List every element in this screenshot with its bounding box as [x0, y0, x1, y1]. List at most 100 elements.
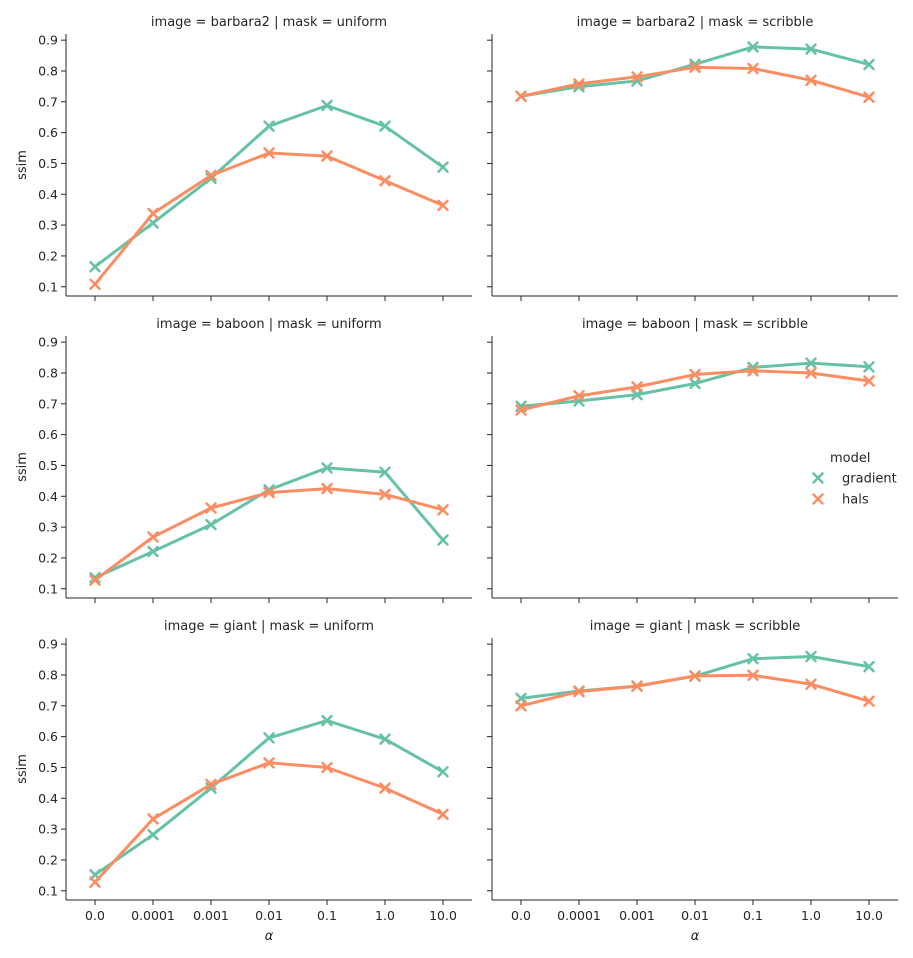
series-line-hals [93, 761, 445, 884]
data-point-hals [515, 700, 527, 712]
data-point-hals [515, 90, 527, 103]
legend-marker-hals [812, 493, 824, 505]
data-point-gradient [689, 377, 701, 390]
data-point-gradient [263, 120, 275, 132]
data-point-gradient [205, 518, 217, 531]
data-point-hals [437, 504, 449, 516]
x-tick-label: 10.0 [429, 908, 457, 923]
data-point-gradient [321, 714, 333, 727]
x-tick-label: 0.0001 [131, 908, 175, 923]
data-point-hals [321, 150, 333, 162]
data-point-gradient [379, 120, 391, 132]
data-point-hals [689, 368, 701, 381]
data-point-gradient [437, 534, 449, 546]
panel-title: image = baboon | mask = uniform [156, 317, 381, 332]
data-point-hals [147, 813, 159, 825]
legend-title: model [830, 451, 870, 466]
y-tick-label: 0.4 [38, 187, 58, 202]
data-point-hals [89, 574, 101, 586]
facet-panel-1: image = barbara2 | mask = uniform 0.1 0.2 0… [15, 15, 472, 301]
panel-title: image = barbara2 | mask = scribble [577, 15, 814, 30]
facet-panel-5: image = giant | mask = uniform 0.1 0.2 0.3 0… [15, 619, 472, 944]
data-point-hals [205, 778, 217, 791]
data-point-hals [689, 61, 701, 74]
y-tick-label: 0.1 [38, 581, 58, 596]
facet-panel-3: image = baboon | mask = uniform 0.1 0.2 0.3… [15, 317, 472, 603]
y-tick-label: 0.3 [38, 822, 58, 837]
y-tick-label: 0.6 [38, 125, 58, 140]
data-point-hals [805, 678, 817, 690]
data-point-gradient [379, 733, 391, 745]
y-tick-label: 0.7 [38, 396, 58, 411]
data-point-gradient [147, 828, 159, 841]
y-tick-label: 0.1 [38, 279, 58, 294]
x-tick-label: 0.0 [85, 908, 105, 923]
data-point-hals [631, 680, 643, 692]
series-line-gradient [93, 719, 445, 877]
data-point-gradient [805, 357, 817, 369]
data-point-hals [263, 486, 275, 499]
data-point-gradient [263, 732, 275, 744]
data-point-hals [515, 404, 527, 416]
panel-title: image = baboon | mask = scribble [582, 317, 808, 332]
data-point-gradient [437, 161, 449, 173]
data-point-hals [379, 488, 391, 501]
y-axis-label: ssim [15, 452, 30, 482]
data-point-gradient [147, 217, 159, 229]
data-point-gradient [147, 545, 159, 558]
data-point-hals [263, 757, 275, 769]
data-point-hals [631, 71, 643, 83]
y-tick-label: 0.7 [38, 698, 58, 713]
y-tick-label: 0.9 [38, 335, 58, 350]
x-axis-label: α [265, 929, 274, 944]
x-tick-label: 10.0 [855, 908, 883, 923]
data-point-hals [89, 876, 101, 888]
data-point-hals [863, 695, 875, 707]
data-point-hals [321, 482, 333, 495]
data-point-hals [205, 169, 217, 182]
y-tick-label: 0.9 [38, 33, 58, 48]
legend-label-hals: hals [842, 493, 869, 508]
data-point-hals [379, 782, 391, 794]
data-point-hals [573, 78, 585, 90]
data-point-gradient [863, 58, 875, 71]
panel-title: image = barbara2 | mask = uniform [151, 15, 387, 30]
panel-title: image = giant | mask = scribble [590, 619, 801, 634]
y-tick-label: 0.3 [38, 218, 58, 233]
series-line-hals [519, 369, 871, 412]
data-point-hals [573, 390, 585, 402]
data-point-gradient [863, 660, 875, 673]
series-line-hals [93, 487, 445, 582]
data-point-gradient [321, 462, 333, 474]
legend: model gradient hals [812, 451, 897, 508]
data-point-gradient [89, 260, 101, 273]
y-axis-label: ssim [15, 754, 30, 784]
data-point-gradient [89, 571, 101, 584]
legend-label-gradient: gradient [842, 472, 897, 487]
x-axis-label: α [691, 929, 700, 944]
y-tick-label: 0.5 [38, 156, 58, 171]
y-tick-label: 0.2 [38, 852, 58, 867]
data-point-hals [573, 685, 585, 698]
data-point-hals [689, 670, 701, 682]
series-line-gradient [93, 466, 445, 580]
panel-title: image = giant | mask = uniform [164, 619, 374, 634]
series-line-hals [93, 151, 445, 286]
data-point-hals [321, 761, 333, 774]
x-tick-label: 0.001 [619, 908, 655, 923]
data-point-gradient [805, 650, 817, 663]
legend-marker-gradient [812, 472, 824, 484]
data-point-gradient [379, 466, 391, 478]
data-point-hals [805, 74, 817, 86]
x-tick-label: 0.01 [255, 908, 283, 923]
data-point-hals [863, 375, 875, 387]
data-point-hals [147, 531, 159, 543]
x-tick-label: 1.0 [375, 908, 395, 923]
data-point-hals [89, 278, 101, 291]
data-point-gradient [321, 99, 333, 112]
x-tick-label: 0.001 [193, 908, 229, 923]
data-point-hals [379, 174, 391, 187]
data-point-hals [747, 62, 759, 75]
x-tick-label: 0.1 [743, 908, 763, 923]
